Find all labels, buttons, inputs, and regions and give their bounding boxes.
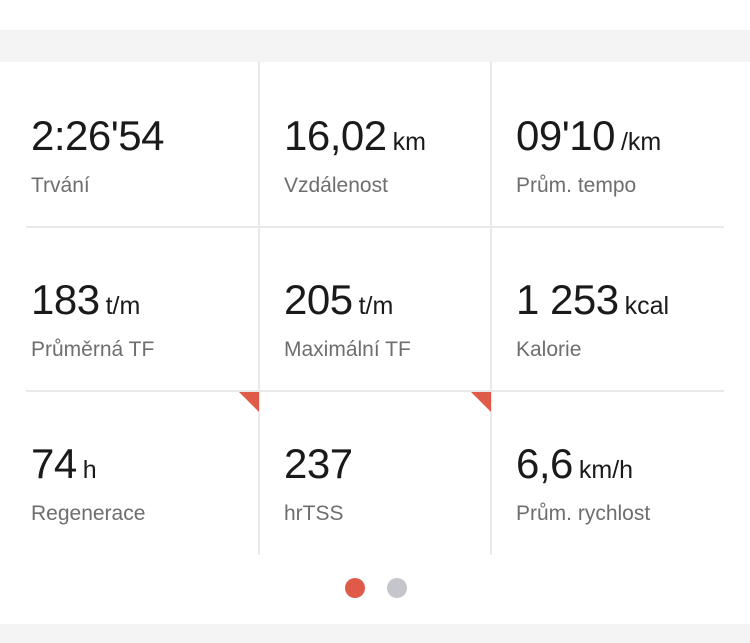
row-divider bbox=[26, 226, 724, 228]
stat-value-line: 09'10/km bbox=[516, 112, 661, 160]
stat-value-line: 1 253 kcal bbox=[516, 276, 669, 324]
stat-label: Maximální TF bbox=[284, 338, 411, 361]
stat-hrtss[interactable]: 237 hrTSS bbox=[284, 390, 484, 554]
stat-value: 237 bbox=[284, 440, 353, 487]
stat-value-line: 6,6 km/h bbox=[516, 440, 633, 488]
stat-label: Regenerace bbox=[31, 502, 146, 525]
stat-unit: kcal bbox=[624, 292, 670, 320]
stat-unit: h bbox=[82, 456, 97, 484]
stat-value-line: 205 t/m bbox=[284, 276, 393, 324]
stat-recovery[interactable]: 74 h Regenerace bbox=[31, 390, 251, 554]
stat-unit: km bbox=[392, 128, 426, 156]
stat-value: 1 253 bbox=[516, 276, 619, 323]
column-divider bbox=[490, 62, 492, 555]
row-divider bbox=[26, 390, 724, 392]
stat-value: 183 bbox=[31, 276, 100, 323]
stat-label: Prům. tempo bbox=[516, 174, 637, 197]
stat-unit: t/m bbox=[358, 292, 394, 320]
stat-label: Průměrná TF bbox=[31, 338, 155, 361]
stat-label: Prům. rychlost bbox=[516, 502, 651, 525]
page-indicator bbox=[0, 578, 750, 600]
bottom-separator bbox=[0, 624, 750, 643]
stat-value: 16,02 bbox=[284, 112, 387, 159]
stat-avg-speed: 6,6 km/h Prům. rychlost bbox=[516, 390, 736, 554]
stat-value-line: 2:26'54 bbox=[31, 112, 170, 160]
info-corner-marker[interactable] bbox=[239, 392, 259, 412]
stat-value-line: 183 t/m bbox=[31, 276, 140, 324]
stat-label: Vzdálenost bbox=[284, 174, 388, 197]
stat-value-line: 16,02 km bbox=[284, 112, 426, 160]
stat-unit: t/m bbox=[105, 292, 141, 320]
stat-value: 2:26'54 bbox=[31, 112, 164, 159]
stat-value-line: 74 h bbox=[31, 440, 97, 488]
stat-value: 205 bbox=[284, 276, 353, 323]
stat-max-hr: 205 t/m Maximální TF bbox=[284, 226, 484, 390]
stats-grid: 2:26'54 Trvání 16,02 km Vzdálenost 09'10/… bbox=[0, 62, 750, 555]
stat-value-line: 237 bbox=[284, 440, 359, 488]
stat-label: Kalorie bbox=[516, 338, 582, 361]
stat-label: Trvání bbox=[31, 174, 90, 197]
page-dot[interactable] bbox=[387, 578, 407, 598]
stat-distance: 16,02 km Vzdálenost bbox=[284, 62, 484, 226]
stat-value: 74 bbox=[31, 440, 77, 487]
stat-unit: km/h bbox=[578, 456, 634, 484]
stat-unit: /km bbox=[620, 128, 662, 156]
page-dot-active[interactable] bbox=[345, 578, 365, 598]
info-corner-marker[interactable] bbox=[471, 392, 491, 412]
stat-avg-pace: 09'10/km Prům. tempo bbox=[516, 62, 736, 226]
stat-avg-hr: 183 t/m Průměrná TF bbox=[31, 226, 251, 390]
stat-value: 6,6 bbox=[516, 440, 573, 487]
stat-value: 09'10 bbox=[516, 112, 615, 159]
column-divider bbox=[258, 62, 260, 555]
stat-duration: 2:26'54 Trvání bbox=[31, 62, 251, 226]
stat-calories: 1 253 kcal Kalorie bbox=[516, 226, 736, 390]
stat-label: hrTSS bbox=[284, 502, 344, 525]
top-separator bbox=[0, 30, 750, 62]
